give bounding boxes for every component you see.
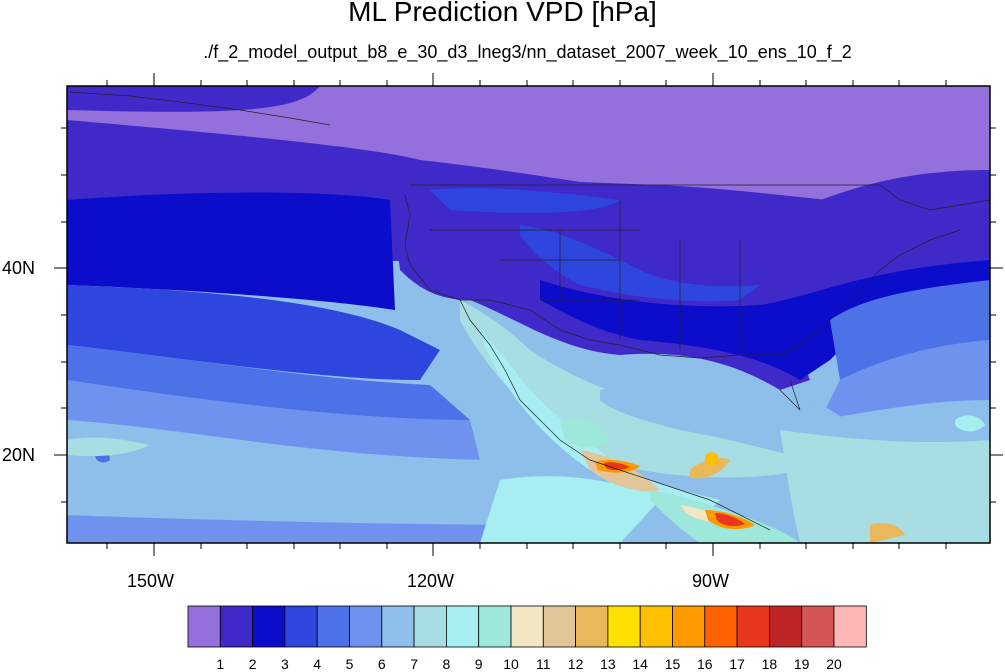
- colorbar-level-label: 6: [377, 656, 386, 672]
- colorbar-swatch: [284, 605, 318, 648]
- colorbar-level-label: 5: [345, 656, 354, 672]
- colorbar-swatch: [769, 605, 803, 648]
- lon-label-150w: 150W: [127, 571, 175, 591]
- colorbar-level-label: 15: [664, 656, 681, 672]
- lon-label-120w: 120W: [407, 571, 455, 591]
- colorbar-swatch: [639, 605, 673, 648]
- colorbar-swatch: [219, 605, 254, 648]
- axis-ticks: [54, 73, 1003, 556]
- colorbar-swatch: [607, 605, 641, 648]
- colorbar-swatch: [510, 605, 544, 648]
- colorbar-level-label: 4: [313, 656, 322, 672]
- colorbar-level-label: 9: [474, 656, 483, 672]
- colorbar-level-label: 20: [826, 656, 842, 672]
- colorbar-swatch: [349, 605, 383, 648]
- colorbar-swatch: [672, 605, 706, 648]
- colorbar-level-label: 10: [503, 656, 519, 672]
- colorbar-level-label: 13: [600, 656, 616, 672]
- colorbar-swatch: [381, 605, 415, 648]
- colorbar-swatch: [575, 605, 609, 648]
- colorbar-level-label: 1: [216, 656, 225, 672]
- colorbar-level-label: 16: [697, 656, 713, 672]
- colorbar-level-label: 7: [410, 656, 418, 672]
- colorbar-swatch: [413, 605, 447, 648]
- colorbar-level-label: 14: [632, 656, 648, 672]
- map-subtitle: ./f_2_model_output_b8_e_30_d3_lneg3/nn_d…: [203, 42, 852, 62]
- colorbar-level-label: 11: [536, 656, 551, 672]
- colorbar-swatch: [187, 605, 221, 648]
- colorbar-level-label: 8: [442, 656, 451, 672]
- map-field: [67, 86, 990, 543]
- colorbar-swatch: [542, 605, 576, 648]
- lat-label-40n: 40N: [2, 258, 36, 278]
- colorbar-level-label: 2: [248, 656, 257, 672]
- lat-label-20n: 20N: [2, 445, 36, 465]
- colorbar-swatch: [736, 605, 770, 648]
- colorbar-level-label: 12: [567, 656, 584, 672]
- colorbar: [187, 605, 867, 648]
- lon-label-90w: 90W: [692, 571, 730, 591]
- colorbar-swatch: [801, 605, 835, 648]
- colorbar-swatch: [252, 605, 286, 648]
- colorbar-level-label: 18: [761, 656, 778, 672]
- colorbar-level-label: 17: [729, 656, 745, 672]
- colorbar-level-label: 19: [793, 656, 810, 672]
- map-title: ML Prediction VPD [hPa]: [348, 0, 657, 27]
- colorbar-swatch: [833, 605, 867, 648]
- colorbar-swatch: [478, 605, 512, 648]
- colorbar-swatch: [704, 605, 738, 648]
- colorbar-swatch: [316, 605, 350, 648]
- colorbar-level-label: 3: [280, 656, 289, 672]
- colorbar-swatch: [445, 605, 480, 648]
